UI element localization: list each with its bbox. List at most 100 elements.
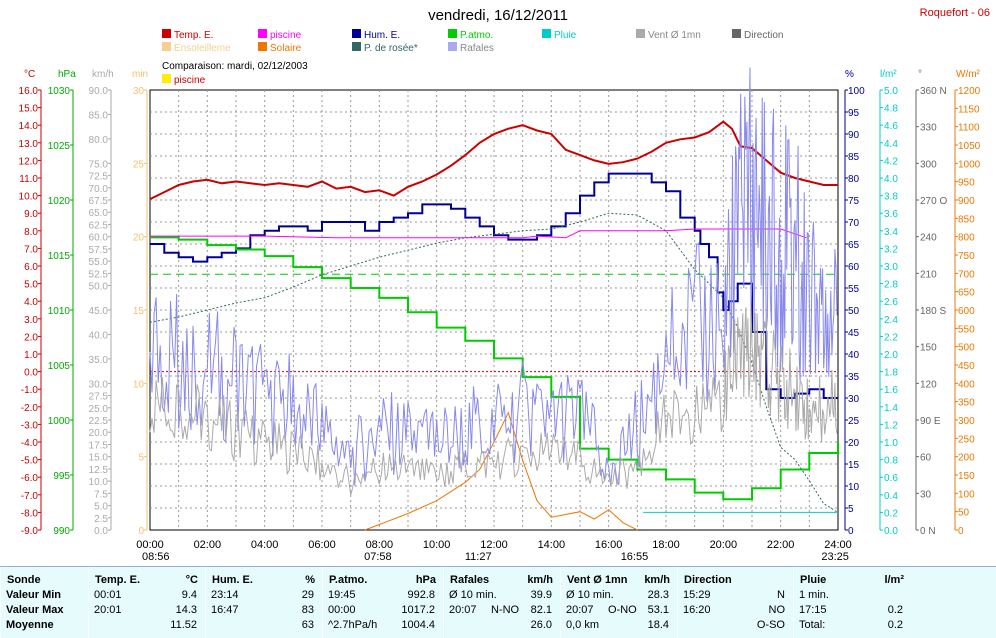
speed-axis-tick: 15.0 (89, 453, 109, 464)
legend-label: Pluie (554, 30, 577, 41)
percent-axis-tick: 65 (848, 240, 860, 251)
temp-axis-tick: 4.0 (24, 297, 38, 308)
stats-cell: Total: (799, 619, 826, 631)
rain-axis-tick: 0.4 (884, 491, 898, 502)
stats-cell: 9.4 (181, 589, 197, 601)
speed-axis-tick: 52.5 (89, 269, 109, 280)
percent-axis-tick: 5 (848, 504, 854, 515)
direction-axis-tick: 0 N (920, 526, 936, 537)
solar-axis-tick: 950 (958, 178, 975, 189)
legend-swatch (636, 29, 645, 38)
stats-column: Rafales km/h (443, 567, 561, 638)
temp-axis-tick: -6.0 (21, 473, 39, 484)
speed-axis-tick: 85.0 (89, 110, 109, 121)
axes: 16.0 15.0 14.0 13.0 12.0 11.0 10.0 9.0 8.0 7.0 6.0… (19, 69, 981, 537)
temp-axis-tick: 15.0 (19, 104, 39, 115)
rain-axis-tick: 2.6 (884, 297, 898, 308)
percent-axis-tick: 85 (848, 152, 860, 163)
x-tick: 02:00 (194, 539, 222, 551)
percent-axis-tick: 55 (848, 284, 860, 295)
legend-swatch (732, 29, 741, 38)
temp-axis-tick: 14.0 (19, 121, 39, 132)
percent-axis-tick: 80 (848, 174, 860, 185)
minutes-axis-tick: 5 (138, 453, 144, 464)
stats-cell: 16:20 (683, 604, 711, 616)
stats-cell: Ø 10 min. (566, 589, 614, 601)
percent-axis-tick: 25 (848, 416, 860, 427)
percent-axis-tick: 70 (848, 218, 860, 229)
temp-axis-tick: 6.0 (24, 262, 38, 273)
rain-axis-tick: 4.8 (884, 104, 898, 115)
stats-cell: 1004.4 (401, 619, 435, 631)
rain-axis-tick: 0.0 (884, 526, 898, 537)
speed-axis-tick: 65.0 (89, 208, 109, 219)
rain-axis-tick: 3.2 (884, 244, 898, 255)
solar-axis-tick: 1150 (958, 104, 980, 115)
percent-axis-tick: 20 (848, 438, 860, 449)
stats-unit: km/h (644, 574, 670, 586)
series-temp-e- (149, 120, 838, 200)
speed-axis-tick: 67.5 (89, 196, 109, 207)
stats-cell: 20:07 (566, 604, 594, 616)
stats-cell: 28.3 (647, 589, 669, 601)
pressure-axis-tick: 1030 (48, 86, 71, 97)
speed-axis-tick: 90.0 (89, 86, 109, 97)
solar-axis-tick: 350 (958, 398, 975, 409)
rain-axis-tick: 4.4 (884, 139, 898, 150)
minutes-axis-tick: 20 (133, 233, 145, 244)
rain-axis-tick: 2.2 (884, 332, 898, 343)
direction-axis-tick: 120 (920, 379, 937, 390)
solar-axis-tick: 450 (958, 361, 975, 372)
temp-axis-tick: 11.0 (19, 174, 38, 185)
percent-axis-tick: 60 (848, 262, 860, 273)
solar-axis-tick: 1200 (958, 86, 981, 97)
legend-label: Temp. E. (174, 30, 213, 41)
percent-axis-tick: 50 (848, 306, 860, 317)
stats-cell: 20:07 (449, 604, 477, 616)
speed-axis-tick: 62.5 (89, 220, 109, 231)
speed-axis-tick: 40.0 (89, 330, 109, 341)
series-p-de-ros-e- (149, 212, 839, 513)
comparison-label: Comparaison: mardi, 02/12/2003 (162, 61, 308, 72)
direction-axis-tick: 180 S (920, 306, 946, 317)
rain-axis-tick: 1.4 (884, 403, 898, 414)
temp-axis-tick: 0.0 (24, 368, 38, 379)
stats-column: Vent Ø 1mn km/h (560, 567, 678, 638)
temp-axis-tick: 16.0 (19, 86, 39, 97)
stats-row-label: Valeur Max (6, 604, 64, 616)
temp-axis-tick: 3.0 (24, 315, 38, 326)
series-rafales (149, 67, 838, 486)
direction-axis-tick: 150 (920, 343, 937, 354)
stats-header: Rafales (450, 574, 490, 586)
speed-axis-tick: 45.0 (89, 306, 109, 317)
minutes-axis-tick: 10 (133, 379, 145, 390)
legend-label: piscine (270, 30, 302, 41)
rain-axis-tick: 2.8 (884, 280, 898, 291)
stats-row-label: Valeur Min (6, 589, 62, 601)
direction-axis-tick: 330 (920, 123, 937, 134)
pressure-axis-tick: 990 (53, 526, 70, 537)
stats-cell: O-NO (608, 604, 637, 616)
solar-axis-tick: 800 (958, 233, 975, 244)
x-tick: 16:00 (595, 539, 623, 551)
legend-label: Rafales (460, 43, 494, 54)
percent-axis-tick: 10 (848, 482, 860, 493)
speed-axis-tick: 20.0 (89, 428, 109, 439)
speed-axis-tick: 27.5 (89, 392, 109, 403)
temp-axis-tick: -1.0 (21, 385, 39, 396)
legend-swatch (352, 42, 361, 51)
percent-axis-tick: 30 (848, 394, 860, 405)
rain-axis-tick: 0.8 (884, 456, 898, 467)
rain-axis-tick: 5.0 (884, 86, 898, 97)
x-tick: 14:00 (538, 539, 566, 551)
stats-cell: Ø 10 min. (449, 589, 497, 601)
pressure-axis-tick: 995 (53, 471, 70, 482)
temp-axis-tick: -3.0 (21, 420, 39, 431)
solar-axis-tick: 900 (958, 196, 975, 207)
stats-column: Direction (677, 567, 794, 638)
legend-swatch (542, 29, 551, 38)
solar-axis-tick: 750 (958, 251, 975, 262)
pressure-axis-tick: 1005 (48, 361, 71, 372)
x-tick: 04:00 (251, 539, 279, 551)
axis-unit: W/m² (956, 69, 981, 80)
